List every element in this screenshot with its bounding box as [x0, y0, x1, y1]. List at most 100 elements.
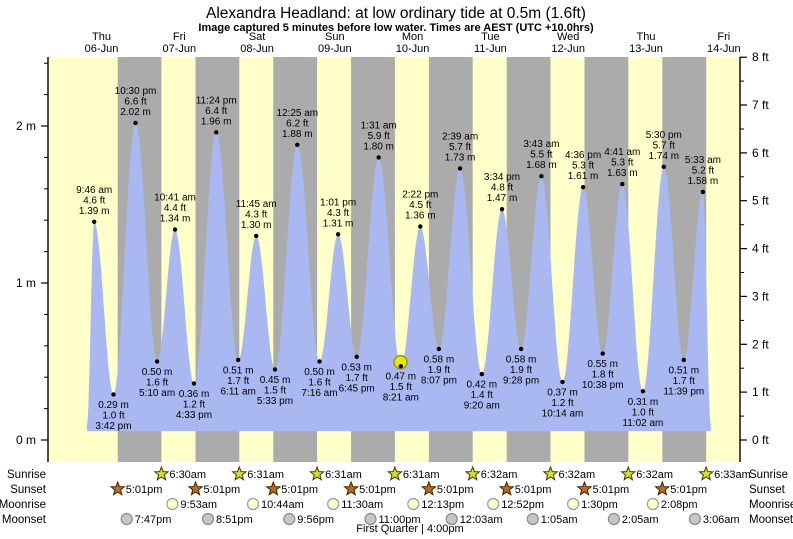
- moonset-icon: [445, 512, 458, 526]
- tide-extreme-dot: [560, 379, 565, 385]
- sunset-icon: [109, 480, 126, 496]
- sunrise-icon: [698, 465, 715, 481]
- tide-annotation-line: 1.73 m: [445, 152, 476, 163]
- tide-annotation-low: 0.36 m1.2 ft4:33 pm: [176, 381, 212, 421]
- sunset-time: 5:01pm: [126, 484, 163, 496]
- tide-annotation-high: 5:30 pm5.7 ft1.74 m: [646, 130, 682, 169]
- tide-extreme-dot: [700, 189, 706, 195]
- day-name-label: Fri: [173, 31, 186, 43]
- moonrise-icon: [166, 497, 179, 511]
- tide-annotation-line: 10:41 am: [154, 193, 196, 204]
- row-label-right-moonset: Moonset: [749, 514, 793, 526]
- tide-annotation-line: 0.36 m: [179, 389, 210, 400]
- tide-extreme-dot: [681, 357, 686, 363]
- moonrise-time: 2:08pm: [661, 499, 698, 511]
- tide-annotation-line: 4.6 ft: [83, 195, 105, 206]
- tide-annotation-line: 8:21 am: [383, 393, 419, 404]
- tide-extreme-dot: [236, 357, 241, 363]
- astro-rows: 6:30am 6:31am 6:31am 6:31am 6:32am 6:32am 6:32…: [0, 465, 793, 526]
- tide-annotation-line: 9:28 pm: [503, 375, 539, 386]
- tide-annotation-line: 0.29 m: [98, 400, 129, 411]
- tide-annotation-line: 5.7 ft: [449, 142, 471, 153]
- right-axis-label: 3 ft: [752, 289, 769, 303]
- tide-annotation-line: 4.3 ft: [245, 209, 267, 220]
- moonset-icon: [607, 512, 621, 526]
- tide-annotation-high: 11:24 pm6.4 ft1.96 m: [196, 95, 237, 135]
- day-name-label: Thu: [92, 31, 111, 43]
- tide-annotation-line: 9:20 am: [464, 401, 500, 412]
- moonset-time: 9:56pm: [297, 514, 334, 526]
- moonrise-time: 10:44am: [261, 499, 304, 511]
- tide-extreme-dot: [418, 224, 423, 229]
- tide-extreme-dot: [600, 351, 605, 356]
- tide-annotation-high: 1:01 pm4.3 ft1.31 m: [320, 197, 356, 237]
- right-axis-label: 2 ft: [752, 337, 769, 351]
- moonset-icon: [526, 512, 539, 526]
- tide-annotation-line: 10:38 pm: [582, 380, 624, 391]
- tide-annotation-low: 0.47 m1.5 ft8:21 am: [383, 364, 419, 404]
- tide-annotation-line: 1.9 ft: [510, 365, 532, 376]
- tide-annotation-line: 1:01 pm: [320, 197, 356, 208]
- tide-extreme-dot: [479, 371, 484, 377]
- moonrise-icon: [646, 497, 660, 511]
- moonset-time: 7:47pm: [135, 514, 172, 526]
- tide-annotation-high: 5:33 am5.2 ft1.58 m: [685, 155, 721, 195]
- tide-annotation-line: 9:46 am: [76, 185, 112, 196]
- tide-annotation-high: 3:43 am5.5 ft1.68 m: [523, 139, 559, 179]
- tide-annotation-line: 4.3 ft: [327, 208, 349, 219]
- tide-annotation-line: 1.4 ft: [471, 390, 493, 401]
- sunrise-time: 6:33am: [714, 469, 751, 481]
- sunset-icon: [187, 480, 204, 496]
- tide-area: [86, 122, 711, 432]
- tide-annotation-line: 1.39 m: [79, 206, 110, 217]
- moonrise-time: 9:53am: [180, 499, 217, 511]
- day-date-label: 12-Jun: [551, 43, 585, 55]
- tide-extreme-dot: [254, 233, 259, 239]
- left-axis-label: 1 m: [16, 276, 36, 290]
- tide-annotation-line: 4:33 pm: [176, 410, 212, 421]
- tide-annotation-line: 0.58 m: [424, 354, 455, 365]
- moonset-icon: [364, 512, 377, 526]
- moonrise-time: 1:30pm: [581, 499, 618, 511]
- sunset-time: 5:01pm: [593, 484, 630, 496]
- sunrise-icon: [620, 465, 637, 481]
- sunset-icon: [265, 480, 282, 496]
- tide-annotation-line: 4.5 ft: [409, 200, 431, 211]
- moonset-icon: [688, 512, 702, 526]
- tide-annotation-line: 1.80 m: [363, 141, 394, 152]
- day-date-label: 14-Jun: [707, 43, 741, 55]
- tide-annotation-line: 0.45 m: [260, 375, 291, 386]
- moonrise-time: 12:13pm: [421, 499, 464, 511]
- tide-extreme-dot: [335, 232, 341, 237]
- tide-annotation-line: 3:42 pm: [95, 421, 131, 432]
- tide-annotation-high: 4:41 am5.3 ft1.63 m: [604, 147, 640, 187]
- tide-annotation-high: 10:30 pm6.6 ft2.02 m: [115, 86, 156, 126]
- tide-annotation-line: 1.9 ft: [428, 365, 450, 376]
- tide-extreme-dot: [191, 381, 197, 386]
- tide-annotation-line: 2:22 pm: [402, 190, 438, 201]
- right-axis-label: 0 ft: [752, 433, 769, 447]
- right-axis-label: 7 ft: [752, 98, 769, 112]
- sunset-icon: [654, 480, 671, 496]
- row-label-left-sunrise: Sunrise: [7, 469, 46, 481]
- tide-annotation-line: 12:25 am: [276, 108, 318, 119]
- tide-annotation-line: 5:33 pm: [257, 396, 293, 407]
- tide-annotation-line: 5.2 ft: [692, 165, 714, 176]
- tide-annotation-high: 1:31 am5.9 ft1.80 m: [361, 120, 397, 160]
- tide-annotation-line: 1.5 ft: [264, 385, 286, 396]
- tide-annotation-line: 2:39 am: [442, 131, 478, 142]
- tide-annotation-high: 10:41 am4.4 ft1.34 m: [154, 193, 196, 232]
- tide-annotation-line: 0.58 m: [506, 354, 537, 365]
- moonrise-icon: [246, 497, 260, 511]
- moonset-time: 3:06am: [703, 514, 740, 526]
- tide-annotation-line: 1.7 ft: [227, 376, 249, 387]
- tide-extreme-dot: [295, 142, 300, 147]
- tide-annotation-line: 1.63 m: [607, 168, 638, 179]
- tide-extreme-dot: [172, 227, 178, 232]
- moonrise-icon: [327, 497, 340, 511]
- tide-annotation-line: 1:31 am: [361, 120, 397, 131]
- tide-annotation-high: 4:36 pm5.3 ft1.61 m: [565, 150, 601, 190]
- sunset-time: 5:01pm: [670, 484, 707, 496]
